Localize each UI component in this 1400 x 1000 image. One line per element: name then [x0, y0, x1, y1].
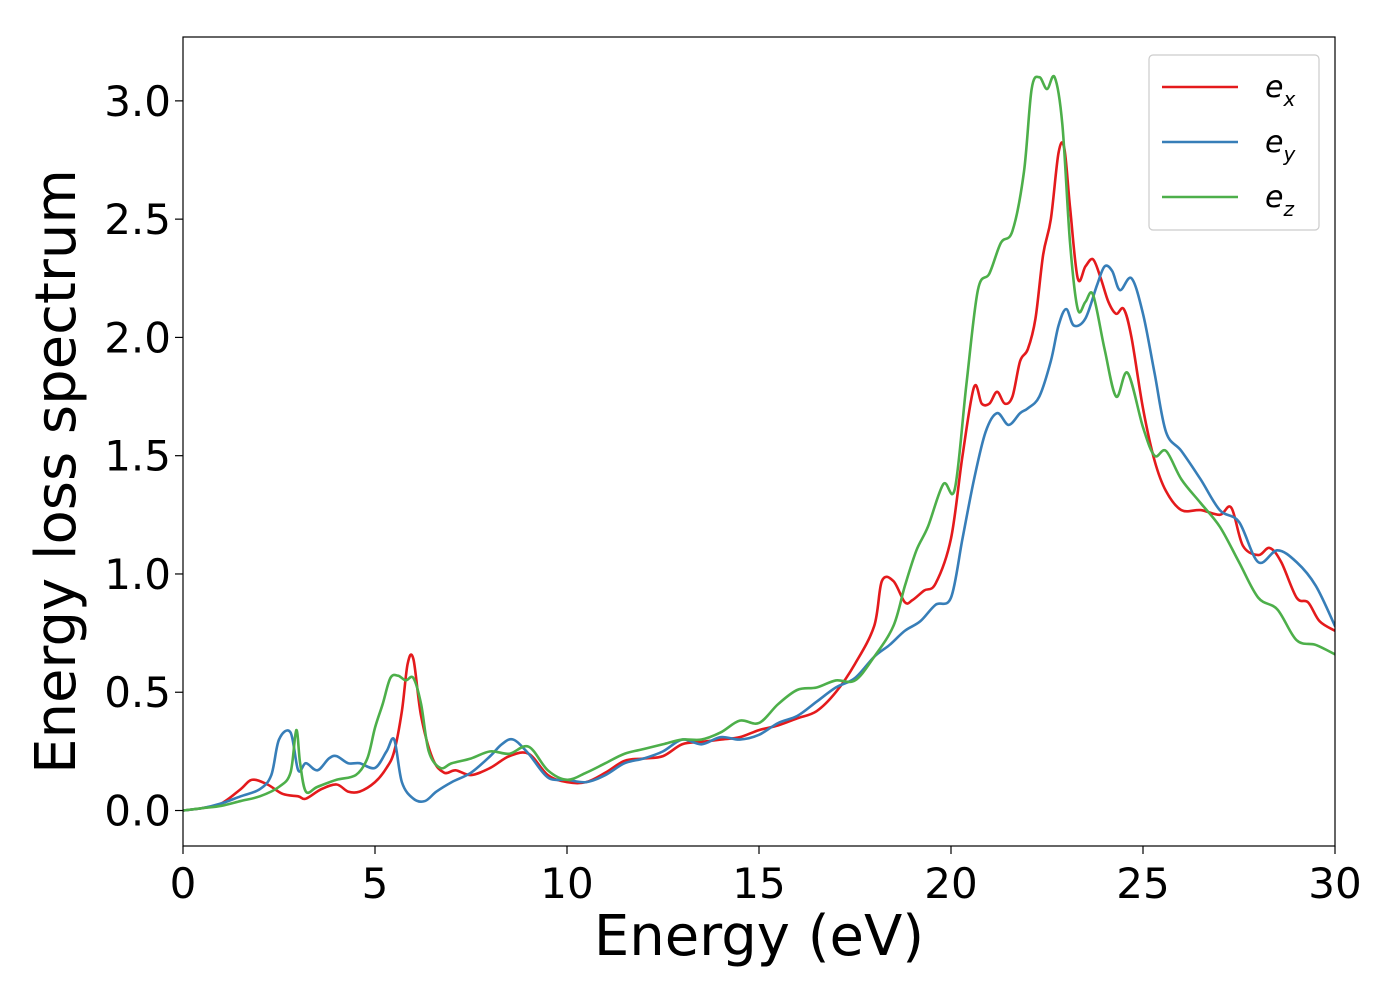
y-tick-label: 2.0 [104, 313, 171, 362]
legend-label-subscript: x [1282, 87, 1295, 111]
y-axis-ticks: 0.0 0.5 1.0 1.5 2.0 2.5 3.0 [104, 77, 183, 836]
x-tick-label: 20 [924, 859, 977, 908]
series-line-e-x [183, 141, 1335, 812]
legend-label-subscript: z [1282, 197, 1294, 221]
y-tick-label: 0.5 [104, 668, 171, 717]
y-tick-label: 2.5 [104, 195, 171, 244]
legend-label-main: e [1265, 125, 1283, 160]
legend-label-main: e [1265, 180, 1283, 215]
legend-label-e-y: ey [1265, 125, 1296, 166]
series-layer [183, 74, 1335, 812]
series-line-e-y [183, 264, 1335, 812]
x-tick-label: 15 [732, 859, 785, 908]
y-tick-label: 0.0 [104, 787, 171, 836]
y-tick-label: 1.0 [104, 550, 171, 599]
legend-label-main: e [1265, 70, 1283, 105]
x-axis-title: Energy (eV) [594, 904, 924, 969]
y-tick-label: 3.0 [104, 77, 171, 126]
legend-label-e-x: ex [1265, 70, 1295, 111]
series-line-e-z [183, 74, 1335, 812]
y-tick-label: 1.5 [104, 432, 171, 481]
x-tick-label: 25 [1116, 859, 1169, 908]
x-axis-ticks: 0 5 10 15 20 25 30 [170, 846, 1362, 908]
legend-label-e-z: ez [1265, 180, 1294, 221]
x-tick-label: 0 [170, 859, 197, 908]
x-tick-label: 10 [540, 859, 593, 908]
y-axis-title: Energy loss spectrum [24, 169, 89, 774]
x-tick-label: 30 [1308, 859, 1361, 908]
legend-label-subscript: y [1282, 142, 1296, 166]
x-tick-label: 5 [362, 859, 389, 908]
